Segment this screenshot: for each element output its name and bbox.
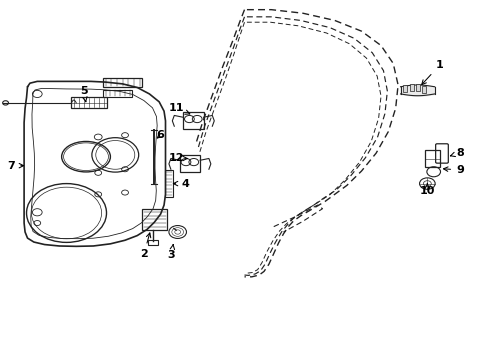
- Text: 4: 4: [173, 179, 188, 189]
- Text: 12: 12: [168, 153, 187, 163]
- Text: 1: 1: [421, 60, 443, 85]
- FancyBboxPatch shape: [403, 85, 407, 92]
- Text: 8: 8: [449, 148, 463, 158]
- Text: 2: 2: [140, 233, 150, 258]
- Text: 7: 7: [7, 161, 23, 171]
- FancyBboxPatch shape: [415, 84, 419, 91]
- Text: 6: 6: [156, 130, 164, 140]
- Text: 11: 11: [168, 103, 189, 114]
- FancyBboxPatch shape: [409, 84, 413, 91]
- Text: 5: 5: [80, 86, 87, 102]
- Text: 9: 9: [443, 165, 463, 175]
- Text: 3: 3: [167, 244, 175, 260]
- Text: 10: 10: [419, 184, 434, 197]
- FancyBboxPatch shape: [421, 86, 425, 93]
